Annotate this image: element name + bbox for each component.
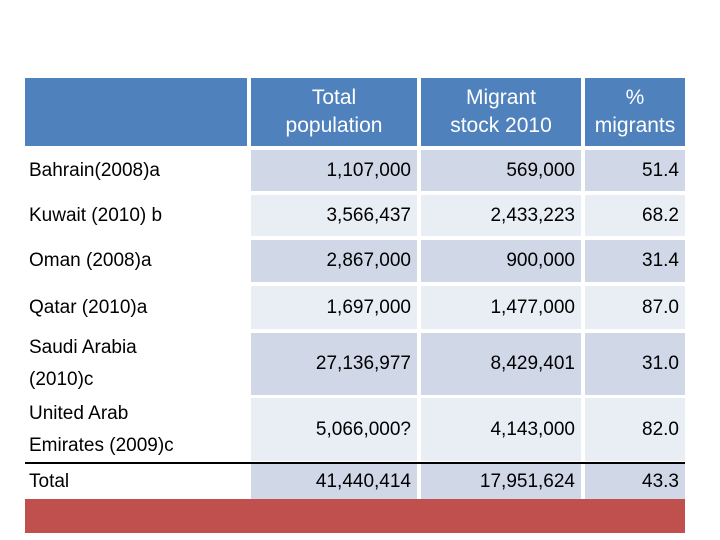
header-line: migrants [594, 114, 676, 137]
header-line: Total [311, 86, 357, 109]
migrant-stock-cell: 900,000 [421, 240, 581, 282]
table-row: Qatar (2010)a 1,697,000 1,477,000 87.0 [25, 286, 685, 329]
country-line: United Arab [29, 402, 129, 424]
percent-migrants-cell: 31.0 [585, 333, 685, 395]
header-percent-migrants: % migrants [585, 78, 685, 146]
percent-migrants-cell: 82.0 [585, 398, 685, 461]
header-total-population: Total population [251, 78, 417, 146]
country-cell: United Arab Emirates (2009)c [25, 398, 247, 461]
percent-migrants-cell: 68.2 [585, 195, 685, 236]
total-population-cell: 1,697,000 [251, 286, 417, 329]
total-population-cell: 5,066,000? [251, 398, 417, 461]
percent-migrants-cell: 31.4 [585, 240, 685, 282]
migrant-stock-cell: 4,143,000 [421, 398, 581, 461]
header-line: population [285, 114, 383, 137]
table-row: Saudi Arabia (2010)c 27,136,977 8,429,40… [25, 333, 685, 395]
country-cell: Qatar (2010)a [29, 296, 148, 318]
migrant-stock-cell: 569,000 [421, 150, 581, 191]
footer-bar [25, 499, 685, 533]
migrant-stock-cell: 2,433,223 [421, 195, 581, 236]
percent-migrants-cell: 87.0 [585, 286, 685, 329]
header-line: stock 2010 [450, 114, 552, 137]
total-separator-line [25, 462, 685, 464]
table-header: Total population Migrant stock 2010 % mi… [25, 78, 685, 146]
header-line: % [625, 86, 645, 109]
country-line: (2010)c [29, 369, 94, 390]
country-cell: Oman (2008)a [29, 250, 152, 271]
country-cell: Saudi Arabia (2010)c [25, 333, 247, 395]
country-cell: Kuwait (2010) b [29, 204, 163, 226]
table-row: Oman (2008)a 2,867,000 900,000 31.4 [25, 240, 685, 282]
migrant-stock-cell: 1,477,000 [421, 286, 581, 329]
table-row: Kuwait (2010) b 3,566,437 2,433,223 68.2 [25, 195, 685, 236]
total-population-cell: 2,867,000 [251, 240, 417, 282]
header-migrant-stock: Migrant stock 2010 [421, 78, 581, 146]
migrant-stock-cell: 8,429,401 [421, 333, 581, 395]
percent-migrants-cell: 51.4 [585, 150, 685, 191]
country-line: Emirates (2009)c [29, 434, 174, 456]
country-line: Saudi Arabia [29, 337, 137, 358]
header-cell-empty [25, 78, 247, 146]
total-population-cell: 3,566,437 [251, 195, 417, 236]
country-cell: Total [29, 470, 70, 492]
table-row: United Arab Emirates (2009)c 5,066,000? … [25, 398, 685, 461]
table-row: Bahrain(2008)a 1,107,000 569,000 51.4 [25, 150, 685, 191]
total-population-cell: 41,440,414 [251, 464, 417, 499]
country-cell: Bahrain(2008)a [29, 159, 160, 181]
header-line: Migrant [465, 86, 536, 109]
percent-migrants-cell: 43.3 [585, 464, 685, 499]
table-row-total: Total 41,440,414 17,951,624 43.3 [25, 464, 685, 499]
total-population-cell: 27,136,977 [251, 333, 417, 395]
total-population-cell: 1,107,000 [251, 150, 417, 191]
migrant-stock-cell: 17,951,624 [421, 464, 581, 499]
